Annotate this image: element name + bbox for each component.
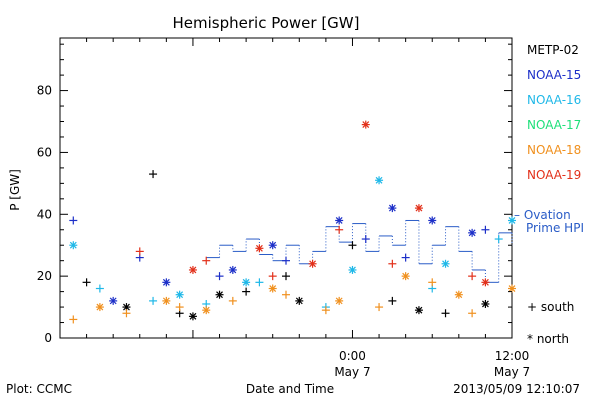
- north-point: [109, 296, 118, 305]
- south-point: [388, 259, 397, 268]
- south-point: [69, 216, 78, 225]
- south-point: [202, 256, 211, 265]
- south-point: [321, 306, 330, 315]
- legend-entry: NOAA-16: [527, 93, 581, 107]
- footer-timestamp: 2013/05/09 12:10:07: [453, 382, 580, 396]
- south-point: [82, 278, 91, 287]
- south-point: [441, 309, 450, 318]
- south-point: [149, 170, 158, 179]
- x-axis-label: Date and Time: [246, 382, 334, 396]
- north-point: [228, 265, 237, 274]
- north-point: [481, 299, 490, 308]
- axis-frame: [59, 37, 513, 339]
- south-point: [215, 272, 224, 281]
- north-point: [215, 290, 224, 299]
- south-point: [388, 296, 397, 305]
- y-tick-label: 0: [44, 331, 52, 345]
- plot-frame: [59, 37, 513, 339]
- legend-entry: NOAA-19: [527, 168, 581, 182]
- south-point: [95, 284, 104, 293]
- north-point: [335, 296, 344, 305]
- north-point: [122, 303, 131, 312]
- north-point: [162, 278, 171, 287]
- y-axis-label: P [GW]: [8, 169, 22, 211]
- south-point: [361, 235, 370, 244]
- north-point: [401, 272, 410, 281]
- north-point: [508, 216, 516, 225]
- north-point: [388, 204, 397, 213]
- north-point: [268, 241, 277, 250]
- x-tick-time-label: 12:00: [495, 349, 530, 363]
- south-point: [242, 287, 251, 296]
- south-point: [481, 225, 490, 234]
- north-point: [361, 120, 370, 129]
- y-tick-label: 20: [37, 269, 52, 283]
- north-point: [428, 216, 437, 225]
- north-point: [308, 259, 317, 268]
- north-point: [295, 296, 304, 305]
- legend-entry: NOAA-17: [527, 118, 581, 132]
- legend-ovation-line1: – Ovation: [514, 208, 571, 222]
- north-point: [95, 303, 104, 312]
- north-point: [188, 265, 197, 274]
- x-tick-time-label: 0:00: [339, 349, 366, 363]
- north-point: [468, 228, 477, 237]
- north-point: [335, 216, 344, 225]
- north-point: [242, 278, 251, 287]
- y-tick-label: 60: [37, 145, 52, 159]
- axis-ticks: 0 20 40 60 80 0:00 May 7 12:00 May 7: [37, 38, 530, 379]
- south-point: [268, 272, 277, 281]
- north-point: [375, 176, 384, 185]
- legend-entry: NOAA-15: [527, 68, 581, 82]
- legend-south: + south: [527, 300, 574, 314]
- south-point: [468, 309, 477, 318]
- north-point: [188, 312, 197, 321]
- south-point: [401, 253, 410, 262]
- north-point: [162, 296, 171, 305]
- north-point: [69, 241, 78, 250]
- south-point: [494, 235, 503, 244]
- north-point: [454, 290, 463, 299]
- south-point: [282, 256, 290, 265]
- north-point: [348, 265, 357, 274]
- south-point: [428, 278, 437, 287]
- south-point: [468, 272, 477, 281]
- chart-title: Hemispheric Power [GW]: [173, 14, 360, 32]
- x-tick-date-label: May 7: [334, 365, 370, 379]
- south-point: [282, 290, 290, 299]
- south-point: [348, 241, 357, 250]
- south-point: [175, 303, 184, 312]
- ovation-hpi-line: [206, 219, 513, 283]
- legend-entry: METP-02: [527, 43, 579, 57]
- south-point: [335, 225, 344, 234]
- legend: METP-02 NOAA-15 NOAA-16 NOAA-17 NOAA-18 NOAA-…: [514, 43, 584, 346]
- north-point: [414, 204, 423, 213]
- north-point: [481, 278, 490, 287]
- south-point: [69, 315, 78, 324]
- north-point: [268, 284, 277, 293]
- south-point: [282, 272, 290, 281]
- north-point: [202, 306, 211, 315]
- north-point: [175, 290, 184, 299]
- south-point: [149, 296, 158, 305]
- south-point: [135, 247, 144, 256]
- y-tick-label: 80: [37, 84, 52, 98]
- legend-entry: NOAA-18: [527, 143, 581, 157]
- data-points: [69, 120, 516, 324]
- y-tick-label: 40: [37, 207, 52, 221]
- south-point: [122, 309, 131, 318]
- north-point: [255, 244, 264, 253]
- legend-ovation-line2: Prime HPI: [526, 221, 584, 235]
- south-point: [228, 296, 237, 305]
- south-point: [375, 303, 384, 312]
- footer-plot-credit: Plot: CCMC: [6, 382, 72, 396]
- north-point: [441, 259, 450, 268]
- north-point: [414, 306, 423, 315]
- x-tick-date-label: May 7: [494, 365, 530, 379]
- south-point: [255, 278, 264, 287]
- legend-north: * north: [527, 332, 569, 346]
